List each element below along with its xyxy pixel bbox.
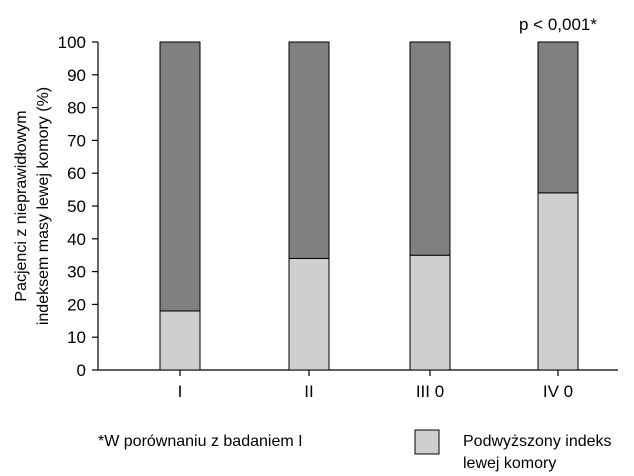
x-ticks: I II III 0 IV 0 <box>178 370 573 401</box>
y-tick-label: 80 <box>67 99 86 118</box>
bar-segment-other-4 <box>537 41 579 194</box>
y-ticks: 0 10 20 30 40 50 60 70 80 90 100 <box>58 33 98 380</box>
bars <box>159 41 579 371</box>
legend-label-line-2: lewej komory <box>463 455 556 472</box>
y-tick-label: 10 <box>67 328 86 347</box>
x-category-label: III 0 <box>416 382 444 401</box>
y-tick-label: 90 <box>67 66 86 85</box>
x-category-label: II <box>304 382 313 401</box>
y-tick-label: 0 <box>77 361 86 380</box>
legend-label-line-1: Podwyższony indeks <box>463 433 612 450</box>
bar-segment-other-3 <box>409 41 451 256</box>
bar-segment-elevated-3 <box>409 254 451 371</box>
bar-segment-elevated-1 <box>159 310 201 371</box>
y-tick-label: 20 <box>67 295 86 314</box>
y-tick-label: 60 <box>67 164 86 183</box>
bar-segment-elevated-4 <box>537 192 579 371</box>
y-tick-label: 100 <box>58 33 86 52</box>
y-axis-label-line-1: Pacjenci z nieprawidłowym <box>13 110 30 301</box>
bar-segment-other-1 <box>159 41 201 312</box>
significance-annotation: p < 0,001* <box>519 15 597 34</box>
bar-segment-elevated-2 <box>288 257 330 371</box>
y-tick-label: 40 <box>67 230 86 249</box>
y-tick-label: 30 <box>67 263 86 282</box>
footnote: *W porównaniu z badaniem I <box>98 433 303 450</box>
y-tick-label: 50 <box>67 197 86 216</box>
x-category-label: I <box>178 382 183 401</box>
x-category-label: IV 0 <box>543 382 573 401</box>
y-axis-label-line-2: indeksem masy lewej komory (%) <box>35 87 52 325</box>
legend-swatch <box>414 429 440 455</box>
y-tick-label: 70 <box>67 131 86 150</box>
bar-segment-other-2 <box>288 41 330 259</box>
